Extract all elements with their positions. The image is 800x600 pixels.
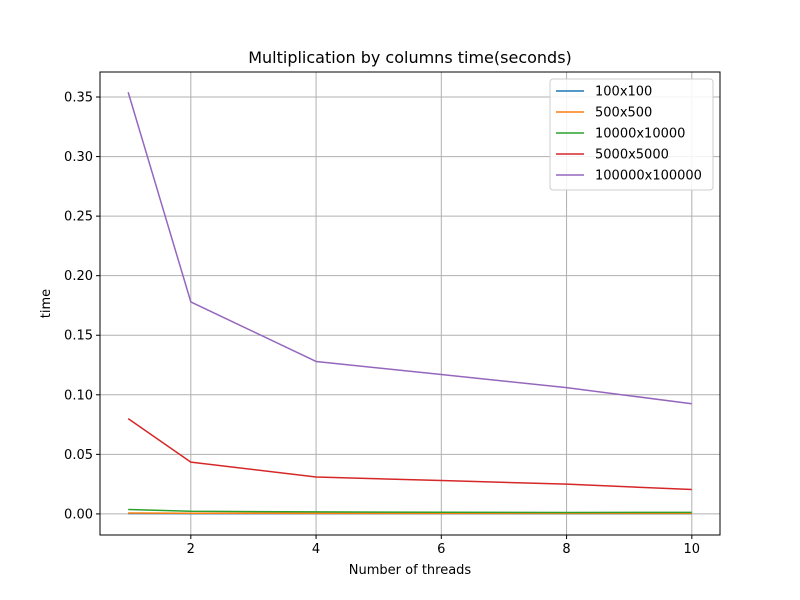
chart-title: Multiplication by columns time(seconds) <box>248 48 572 67</box>
y-axis-label: time <box>39 289 54 318</box>
legend-label: 100000x100000 <box>595 169 702 184</box>
series-line-10000x10000 <box>128 508 692 514</box>
y-tick-label: 0.15 <box>64 329 93 344</box>
series-line-5000x5000 <box>127 418 692 491</box>
y-tick-label: 0.20 <box>64 269 93 284</box>
plot-frame <box>99 71 721 536</box>
x-tick-label: 10 <box>684 542 701 557</box>
series-line-100000x100000 <box>127 92 692 405</box>
series-lines <box>127 92 692 515</box>
y-tick-label: 0.25 <box>64 210 93 225</box>
legend-box <box>549 78 714 191</box>
legend-label: 5000x5000 <box>595 148 669 163</box>
y-tick-label: 0.30 <box>64 150 93 165</box>
y-tick-label: 0.00 <box>64 507 93 522</box>
legend: 100x100 500x500 10000x10000 5000x5000 100000… <box>549 78 714 191</box>
y-tick-label: 0.05 <box>64 448 93 463</box>
x-tick-label: 4 <box>312 542 320 557</box>
x-tick-label: 6 <box>437 542 445 557</box>
x-axis-label: Number of threads <box>349 563 472 578</box>
legend-label: 100x100 <box>595 85 652 100</box>
y-tick-label: 0.35 <box>64 91 93 106</box>
legend-label: 500x500 <box>595 106 652 121</box>
legend-label: 10000x10000 <box>595 127 685 142</box>
x-tick-label: 2 <box>187 542 195 557</box>
axis-ticks: 2 4 6 8 10 0.00 0.05 0.10 0.15 0.20 0.25 0.30 0.35 <box>64 91 700 557</box>
y-tick-label: 0.10 <box>64 388 93 403</box>
x-tick-label: 8 <box>562 542 570 557</box>
